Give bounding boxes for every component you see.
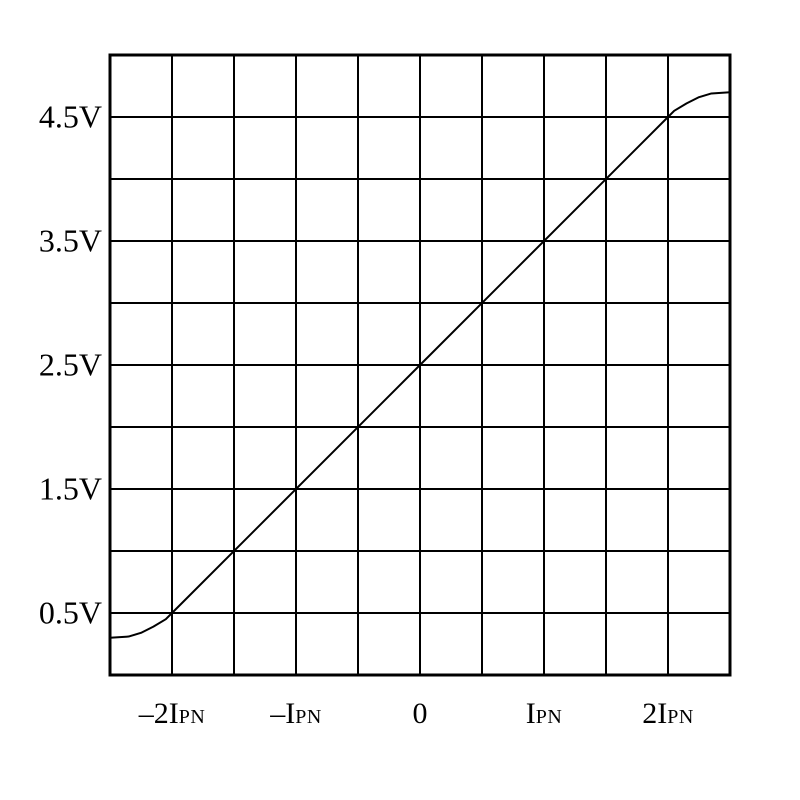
y-tick-label: 4.5V (2, 99, 102, 136)
y-tick-label: 0.5V (2, 595, 102, 632)
x-tick-label: –2IPN (139, 697, 206, 731)
y-tick-label: 2.5V (2, 347, 102, 384)
x-tick-label: –IPN (270, 697, 322, 731)
x-tick-label: 0 (413, 697, 428, 731)
x-tick-label: 2IPN (642, 697, 694, 731)
transfer-curve-chart: 0.5V 1.5V 2.5V 3.5V 4.5V –2IPN –IPN 0 IPN 2IPN (0, 0, 800, 800)
x-tick-label: IPN (526, 697, 563, 731)
y-tick-label: 1.5V (2, 471, 102, 508)
y-tick-label: 3.5V (2, 223, 102, 260)
chart-svg (0, 0, 800, 800)
